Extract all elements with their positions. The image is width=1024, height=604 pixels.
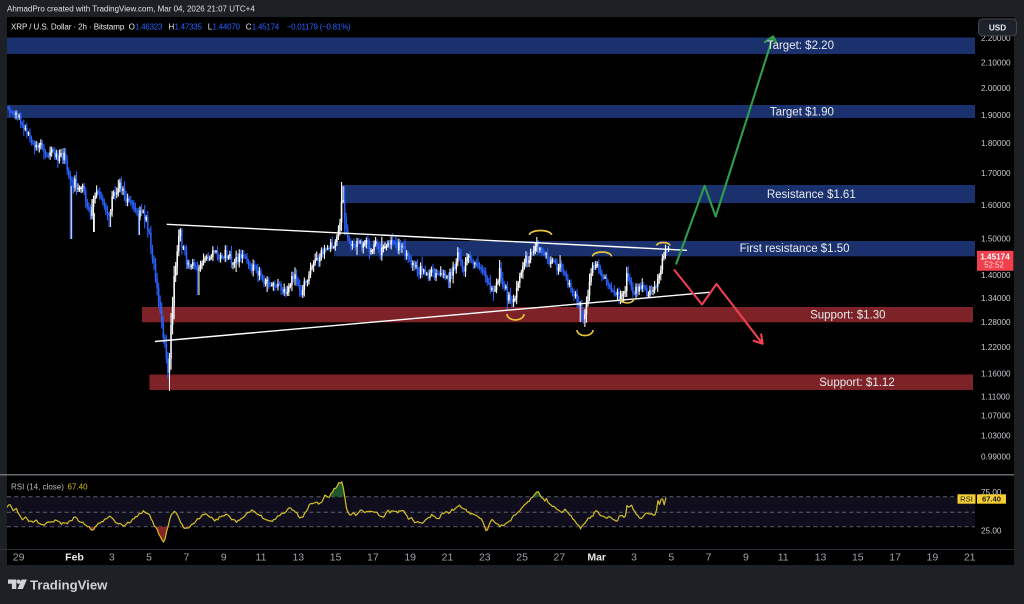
svg-text:1.40000: 1.40000: [981, 271, 1011, 280]
svg-text:1.28000: 1.28000: [981, 318, 1011, 327]
svg-text:21: 21: [964, 552, 976, 564]
svg-text:C: C: [246, 22, 252, 31]
svg-text:23: 23: [479, 552, 491, 564]
svg-text:25.00: 25.00: [981, 527, 1002, 536]
svg-text:1.34000: 1.34000: [981, 294, 1011, 303]
svg-text:13: 13: [815, 552, 827, 564]
svg-text:1.50000: 1.50000: [981, 235, 1011, 244]
svg-text:9: 9: [221, 552, 227, 564]
svg-text:2.10000: 2.10000: [981, 58, 1011, 67]
svg-text:7: 7: [183, 552, 189, 564]
svg-text:25: 25: [516, 552, 528, 564]
svg-text:21: 21: [442, 552, 454, 564]
svg-text:1.46323: 1.46323: [135, 22, 163, 31]
svg-text:19: 19: [404, 552, 416, 564]
svg-text:52:52: 52:52: [984, 261, 1004, 270]
svg-text:67.40: 67.40: [68, 483, 89, 492]
svg-text:Mar: Mar: [587, 552, 606, 564]
svg-text:Target $1.90: Target $1.90: [770, 107, 834, 119]
svg-text:Support: $1.12: Support: $1.12: [819, 377, 894, 389]
svg-text:1.45174: 1.45174: [980, 253, 1010, 262]
svg-text:3: 3: [631, 552, 637, 564]
svg-text:L: L: [208, 22, 213, 31]
svg-text:0.99000: 0.99000: [981, 453, 1011, 462]
svg-text:13: 13: [292, 552, 304, 564]
svg-text:First resistance $1.50: First resistance $1.50: [740, 243, 850, 255]
svg-text:29: 29: [13, 552, 25, 564]
svg-text:Feb: Feb: [65, 552, 84, 564]
svg-text:19: 19: [927, 552, 939, 564]
svg-text:9: 9: [743, 552, 749, 564]
svg-text:O: O: [129, 22, 135, 31]
svg-text:2.20000: 2.20000: [981, 34, 1011, 43]
svg-text:1.80000: 1.80000: [981, 139, 1011, 148]
svg-text:−0.01179 (−0.81%): −0.01179 (−0.81%): [287, 22, 351, 31]
svg-text:1.70000: 1.70000: [981, 169, 1011, 178]
svg-text:1.16000: 1.16000: [981, 369, 1011, 378]
svg-text:RSI: RSI: [960, 495, 973, 504]
svg-text:RSI (14, close): RSI (14, close): [11, 483, 64, 492]
svg-text:67.40: 67.40: [982, 495, 1001, 504]
svg-text:27: 27: [554, 552, 566, 564]
svg-text:H: H: [169, 22, 175, 31]
svg-text:XRP / U.S. Dollar · 2h · Bitst: XRP / U.S. Dollar · 2h · Bitstamp: [11, 22, 125, 31]
svg-text:3: 3: [109, 552, 115, 564]
svg-text:1.44070: 1.44070: [213, 22, 241, 31]
svg-text:Target: $2.20: Target: $2.20: [767, 40, 834, 52]
svg-text:1.60000: 1.60000: [981, 201, 1011, 210]
svg-text:1.11000: 1.11000: [981, 393, 1010, 402]
svg-text:USD: USD: [989, 23, 1006, 32]
svg-text:1.45174: 1.45174: [252, 22, 280, 31]
svg-text:11: 11: [256, 552, 267, 564]
svg-text:75.00: 75.00: [981, 488, 1002, 497]
svg-text:TradingView: TradingView: [30, 577, 108, 592]
svg-text:17: 17: [367, 552, 379, 564]
svg-text:7: 7: [706, 552, 712, 564]
svg-text:2.00000: 2.00000: [981, 84, 1011, 93]
svg-text:Resistance $1.61: Resistance $1.61: [767, 189, 856, 201]
svg-text:17: 17: [889, 552, 901, 564]
svg-text:5: 5: [668, 552, 674, 564]
svg-text:Support: $1.30: Support: $1.30: [810, 310, 885, 322]
svg-text:1.03000: 1.03000: [981, 432, 1011, 441]
svg-text:1.47335: 1.47335: [175, 22, 203, 31]
svg-text:1.90000: 1.90000: [981, 111, 1011, 120]
svg-text:1.22000: 1.22000: [981, 343, 1011, 352]
svg-text:1.07000: 1.07000: [981, 412, 1011, 421]
svg-text:11: 11: [778, 552, 789, 564]
svg-text:AhmadPro created with TradingV: AhmadPro created with TradingView.com, M…: [7, 5, 255, 14]
svg-text:15: 15: [852, 552, 864, 564]
svg-text:5: 5: [146, 552, 152, 564]
svg-text:15: 15: [330, 552, 342, 564]
